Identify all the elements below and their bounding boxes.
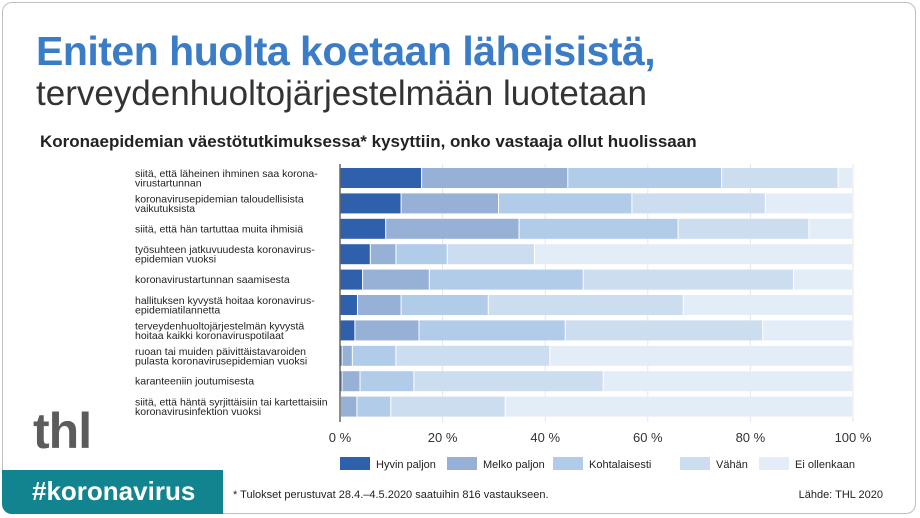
category-label: terveydenhuoltojärjestelmän kyvystä hoita… <box>135 320 304 342</box>
chart-title: Koronaepidemian väestötutkimuksessa* kys… <box>40 132 697 151</box>
bar-segment <box>568 168 722 188</box>
bar-segment <box>401 193 499 214</box>
bar-segment <box>632 193 765 214</box>
bar-segment <box>683 295 852 315</box>
legend-swatch <box>553 457 583 470</box>
bar-segment <box>678 218 809 239</box>
bar-segment <box>340 269 363 290</box>
legend-label: Ei ollenkaan <box>795 459 855 471</box>
bar-segment <box>429 269 583 290</box>
bar-segment <box>505 396 852 417</box>
bar-segment <box>583 269 794 290</box>
legend-label: Melko paljon <box>483 459 545 471</box>
bar-segment <box>763 320 852 341</box>
legend-label: Vähän <box>716 459 748 471</box>
hashtag-text: #koronavirus <box>32 476 196 506</box>
bar-segment <box>391 396 505 417</box>
bar-segment <box>342 371 360 392</box>
bar-segment <box>357 396 391 417</box>
bar-segment <box>360 371 414 392</box>
x-tick-label: 60 % <box>633 430 663 445</box>
bar-segment <box>838 168 852 188</box>
bar-segment <box>340 218 386 239</box>
bar-segment <box>414 371 603 392</box>
category-label: siitä, että läheinen ihminen saa korona-… <box>135 168 318 190</box>
bar-segment <box>447 244 534 265</box>
x-tick-label: 80 % <box>736 430 766 445</box>
bar-segment <box>809 218 852 239</box>
bar-segment <box>603 371 852 392</box>
bar-segment <box>401 295 488 315</box>
legend-swatch <box>340 457 370 470</box>
x-tick-label: 20 % <box>428 430 458 445</box>
headline: Eniten huolta koetaan läheisistä, <box>36 28 656 74</box>
legend-label: Hyvin paljon <box>376 459 436 471</box>
source-text: Lähde: THL 2020 <box>798 489 883 501</box>
category-label: ruoan tai muiden päivittäistavaroiden pul… <box>135 346 307 368</box>
bar-segment <box>341 396 357 417</box>
legend-swatch <box>759 457 789 470</box>
category-label: siitä, että häntä syrjittäisiin tai kart… <box>135 397 328 419</box>
bar-segment <box>355 320 419 341</box>
x-tick-label: 40 % <box>530 430 560 445</box>
bar-segment <box>370 244 396 265</box>
bar-segment <box>396 345 550 366</box>
bar-segment <box>340 168 422 188</box>
bar-segment <box>499 193 632 214</box>
bar-segment <box>488 295 683 315</box>
bar-segment <box>794 269 852 290</box>
bar-segment <box>534 244 852 265</box>
bar-segment <box>340 371 342 392</box>
bar-segment <box>340 295 357 315</box>
thl-logo: thl <box>33 403 92 459</box>
legend-swatch <box>680 457 710 470</box>
bar-segment <box>419 320 565 341</box>
bar-segment <box>519 218 678 239</box>
x-tick-label: 100 % <box>835 430 872 445</box>
bar-segment <box>352 345 396 366</box>
bar-segment <box>340 244 370 265</box>
category-label: hallituksen kyvystä hoitaa koronavirus-e… <box>135 295 315 317</box>
bar-segment <box>386 218 519 239</box>
footnote: * Tulokset perustuvat 28.4.–4.5.2020 saa… <box>233 489 549 501</box>
category-label: koronavirusepidemian taloudellisista vaik… <box>135 193 304 215</box>
bar-segment <box>357 295 401 315</box>
category-label: siitä, että hän tartuttaa muita ihmisiä <box>135 223 303 235</box>
bar-segment <box>765 193 852 214</box>
bar-segment <box>722 168 838 188</box>
legend-label: Kohtalaisesti <box>589 459 651 471</box>
bar-segment <box>565 320 763 341</box>
subheadline: terveydenhuoltojärjestelmään luotetaan <box>36 74 647 113</box>
category-label: koronavirustartunnan saamisesta <box>135 274 290 286</box>
bar-segment <box>396 244 447 265</box>
legend-swatch <box>447 457 477 470</box>
bar-segment <box>340 193 401 214</box>
bar-segment <box>550 345 852 366</box>
bar-segment <box>340 320 355 341</box>
x-tick-label: 0 % <box>329 430 352 445</box>
bar-segment <box>342 345 352 366</box>
bar-segment <box>340 345 342 366</box>
category-label: työsuhteen jatkuvuudesta koronavirus-epi… <box>135 244 315 266</box>
bar-segment <box>422 168 568 188</box>
hashtag-banner: #koronavirus <box>2 470 223 514</box>
bar-segment <box>363 269 429 290</box>
category-label: karanteeniin joutumisesta <box>135 376 254 388</box>
